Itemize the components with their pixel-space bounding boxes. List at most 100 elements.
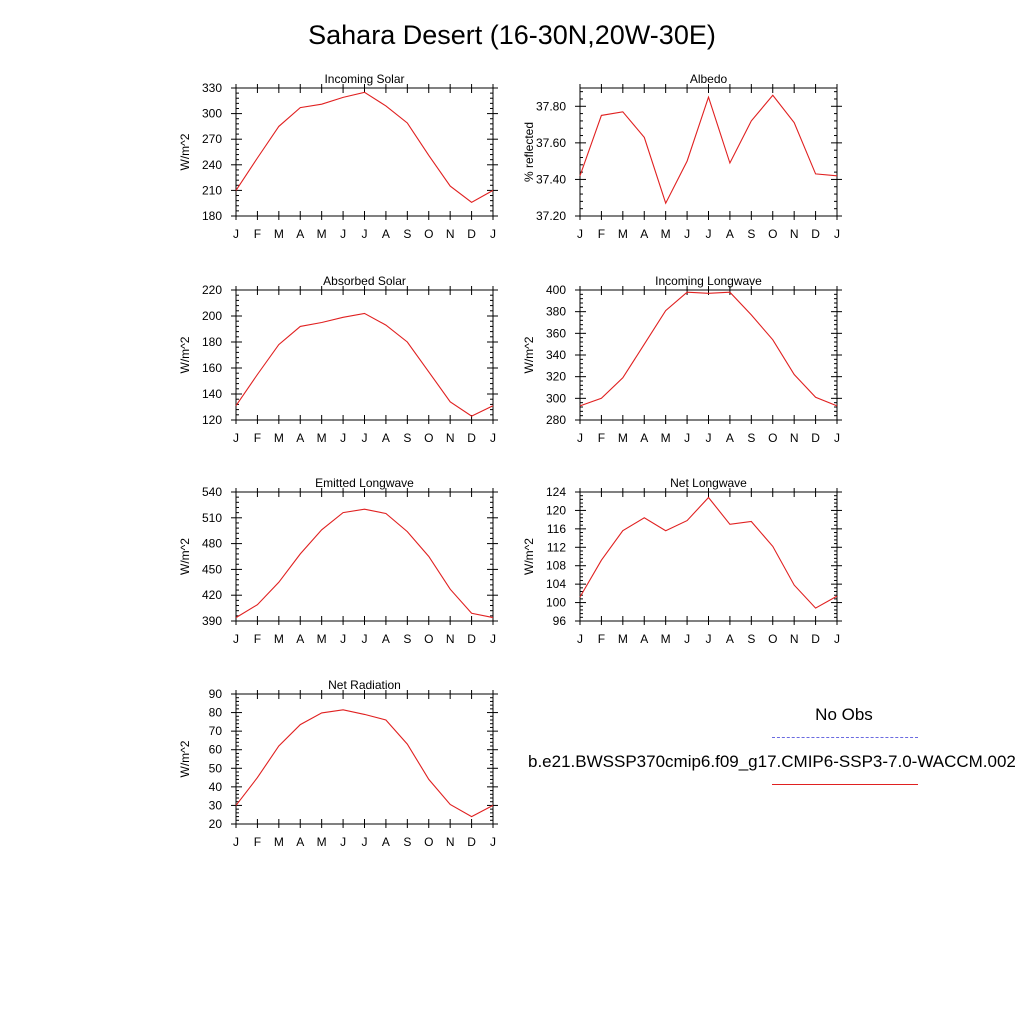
x-tick-label: D (811, 227, 820, 241)
x-tick-label: J (340, 632, 346, 646)
x-tick-label: J (577, 632, 583, 646)
panel-title: Net Longwave (670, 476, 747, 490)
x-tick-label: O (768, 227, 777, 241)
y-tick-label: 330 (202, 81, 222, 95)
plot-frame (579, 491, 838, 622)
y-tick-label: 160 (202, 361, 222, 375)
plot-frame (235, 693, 494, 825)
page-title: Sahara Desert (16-30N,20W-30E) (308, 20, 716, 50)
legend-obs-line (772, 737, 918, 738)
y-tick-label: 90 (209, 687, 223, 701)
x-tick-label: J (233, 431, 239, 445)
y-tick-label: 510 (202, 511, 222, 525)
y-tick-label: 96 (553, 614, 567, 628)
series-line (579, 94, 838, 205)
panel-title: Emitted Longwave (315, 476, 414, 490)
x-tick-label: S (403, 835, 411, 849)
y-tick-label: 300 (202, 107, 222, 121)
x-tick-label: J (340, 227, 346, 241)
series-line (235, 312, 494, 417)
y-tick-label: 480 (202, 537, 222, 551)
x-tick-label: J (834, 227, 840, 241)
x-tick-label: J (340, 835, 346, 849)
y-tick-label: 37.20 (536, 209, 566, 223)
x-tick-label: J (577, 431, 583, 445)
x-tick-label: A (296, 835, 304, 849)
x-tick-label: N (790, 227, 799, 241)
x-tick-label: S (747, 632, 755, 646)
y-tick-label: 37.80 (536, 99, 566, 113)
y-tick-label: 80 (209, 706, 223, 720)
series-line (235, 508, 494, 619)
plot-frame (235, 87, 494, 217)
x-tick-label: N (446, 632, 455, 646)
x-tick-label: O (424, 632, 433, 646)
y-axis-label: W/m^2 (522, 336, 536, 373)
x-tick-label: J (233, 835, 239, 849)
y-tick-label: 300 (546, 391, 566, 405)
y-tick-label: 240 (202, 158, 222, 172)
y-axis-label: W/m^2 (178, 740, 192, 777)
y-tick-label: 340 (546, 348, 566, 362)
series-line (235, 709, 494, 818)
x-tick-label: M (618, 227, 628, 241)
x-tick-label: N (790, 431, 799, 445)
x-tick-label: J (340, 431, 346, 445)
y-tick-label: 116 (547, 522, 566, 536)
x-tick-label: N (446, 431, 455, 445)
y-tick-label: 20 (209, 817, 223, 831)
x-tick-label: M (661, 431, 671, 445)
x-tick-label: D (467, 835, 476, 849)
x-tick-label: M (618, 431, 628, 445)
y-tick-label: 180 (202, 335, 222, 349)
x-tick-label: M (618, 632, 628, 646)
y-tick-label: 120 (202, 413, 222, 427)
x-tick-label: M (274, 431, 284, 445)
plot-frame (235, 289, 494, 421)
y-tick-label: 120 (546, 503, 566, 517)
x-tick-label: D (467, 227, 476, 241)
x-tick-label: D (811, 431, 820, 445)
panel-title: Incoming Solar (324, 72, 404, 86)
x-tick-label: N (790, 632, 799, 646)
plot-frame (579, 87, 838, 217)
x-tick-label: M (661, 227, 671, 241)
x-tick-label: S (403, 431, 411, 445)
y-axis-label: W/m^2 (178, 538, 192, 575)
x-tick-label: J (233, 632, 239, 646)
y-tick-label: 100 (546, 596, 566, 610)
y-tick-label: 50 (209, 761, 223, 775)
y-tick-label: 37.60 (536, 136, 566, 150)
y-tick-label: 200 (202, 309, 222, 323)
panel-title: Albedo (690, 72, 728, 86)
y-tick-label: 140 (202, 387, 222, 401)
x-tick-label: J (706, 431, 712, 445)
x-tick-label: A (296, 632, 304, 646)
x-tick-label: A (726, 431, 734, 445)
y-tick-label: 320 (546, 370, 566, 384)
x-tick-label: D (467, 632, 476, 646)
x-tick-label: F (254, 227, 261, 241)
x-tick-label: J (233, 227, 239, 241)
x-tick-label: M (274, 835, 284, 849)
legend-obs-label: No Obs (815, 705, 873, 724)
x-tick-label: A (640, 227, 648, 241)
y-axis-label: W/m^2 (178, 336, 192, 373)
x-tick-label: O (768, 632, 777, 646)
x-tick-label: S (403, 632, 411, 646)
panel-title: Incoming Longwave (655, 274, 762, 288)
x-tick-label: S (747, 227, 755, 241)
x-tick-label: A (382, 632, 390, 646)
x-tick-label: J (684, 227, 690, 241)
legend-model-line (772, 784, 918, 785)
x-tick-label: F (254, 632, 261, 646)
panel-title: Absorbed Solar (323, 274, 406, 288)
x-tick-label: F (598, 632, 605, 646)
x-tick-label: A (296, 227, 304, 241)
y-tick-label: 108 (546, 559, 566, 573)
y-tick-label: 540 (202, 485, 222, 499)
